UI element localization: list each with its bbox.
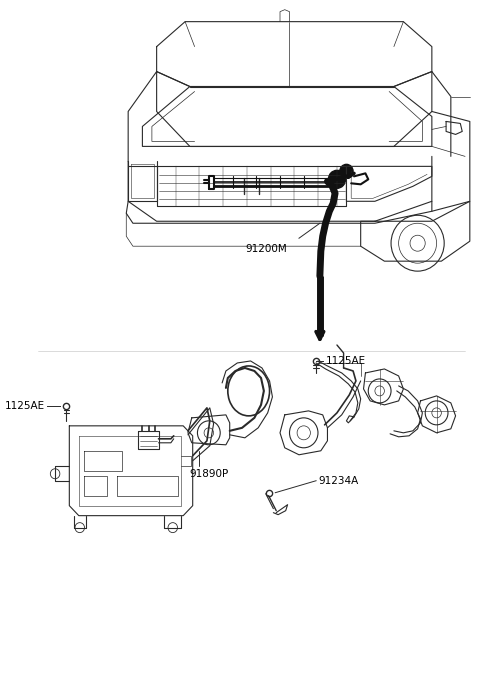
Text: 91234A: 91234A	[318, 475, 358, 486]
Text: 1125AE: 1125AE	[4, 401, 45, 411]
Circle shape	[340, 164, 353, 178]
Text: 91890P: 91890P	[189, 468, 228, 479]
Text: 1125AE: 1125AE	[325, 356, 366, 366]
Text: 91200M: 91200M	[245, 244, 287, 254]
Circle shape	[328, 171, 346, 189]
